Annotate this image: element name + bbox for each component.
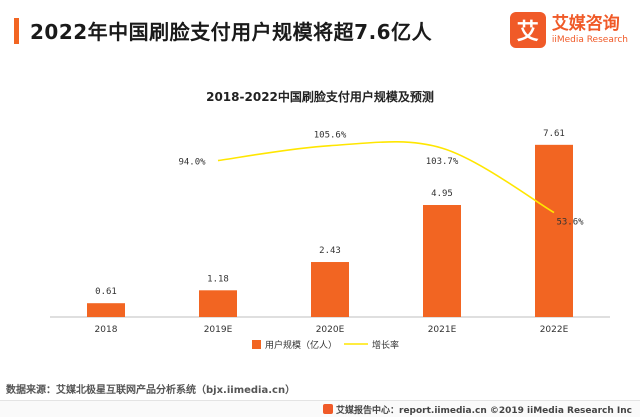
bar: [423, 205, 461, 317]
legend-swatch-bars: [252, 340, 261, 349]
growth-rate-label: 105.6%: [314, 131, 347, 141]
growth-rate-line: [217, 141, 555, 214]
bar-value-label: 7.61: [543, 129, 565, 139]
bar: [535, 144, 573, 317]
growth-rate-label: 94.0%: [178, 158, 206, 168]
bar: [199, 290, 237, 317]
brand-logo-char: 艾: [516, 20, 539, 45]
x-tick-label: 2022E: [540, 325, 569, 335]
x-tick-label: 2020E: [316, 325, 345, 335]
bar: [87, 303, 125, 317]
bar-value-label: 4.95: [431, 189, 453, 199]
x-tick-label: 2019E: [204, 325, 233, 335]
brand-text: 艾媒咨询 iiMedia Research: [551, 13, 628, 46]
x-tick-label: 2018: [95, 325, 118, 335]
brand-logo-icon: 艾: [509, 12, 546, 48]
footer-text: 艾媒报告中心：report.iimedia.cn ©2019 iiMedia R…: [336, 406, 632, 416]
source-note: 数据来源：艾媒北极星互联网产品分析系统（bjx.iimedia.cn）: [6, 385, 296, 396]
page-title: 2022年中国刷脸支付用户规模将超7.6亿人: [30, 20, 433, 44]
bar-value-label: 0.61: [95, 287, 117, 297]
brand-logo-block: 艾 艾媒咨询 iiMedia Research: [509, 10, 628, 50]
legend-label-bars: 用户规模（亿人）: [265, 339, 337, 351]
footer: 艾媒报告中心：report.iimedia.cn ©2019 iiMedia R…: [0, 400, 640, 417]
header: 2022年中国刷脸支付用户规模将超7.6亿人 艾 艾媒咨询 iiMedia Re…: [0, 0, 640, 62]
chart-title: 2018-2022中国刷脸支付用户规模及预测: [206, 90, 434, 104]
bar-value-label: 2.43: [319, 246, 341, 256]
brand-name: 艾媒咨询: [551, 13, 620, 34]
footer-text-wrap: 艾媒报告中心：report.iimedia.cn ©2019 iiMedia R…: [323, 403, 632, 416]
legend-label-line: 增长率: [372, 339, 399, 351]
footer-logo-icon: [323, 404, 333, 414]
bar: [311, 262, 349, 317]
bar-value-label: 1.18: [207, 274, 229, 284]
growth-rate-label: 53.6%: [556, 218, 584, 228]
chart-canvas: 0.61 2018 1.18 2019E 2.43 2020E 4.95 2021E 7.61 2…: [50, 129, 610, 351]
growth-rate-label: 103.7%: [426, 157, 459, 167]
brand-english-name: iiMedia Research: [551, 34, 628, 45]
x-tick-label: 2021E: [428, 325, 457, 335]
title-accent-bar: [14, 18, 19, 44]
